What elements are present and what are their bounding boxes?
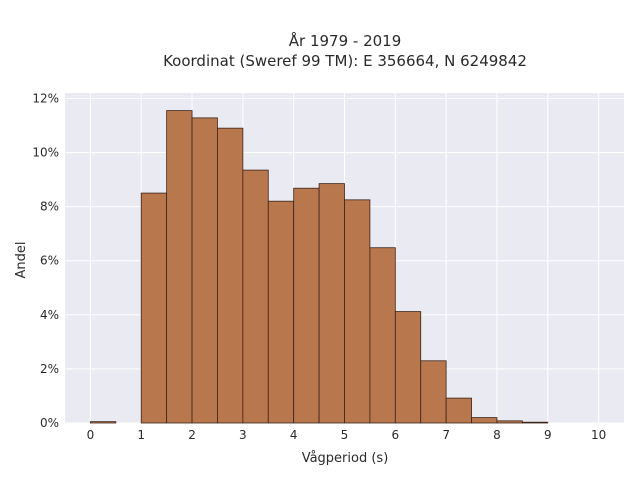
y-tick-label: 12% [32,91,59,105]
histogram-bar [90,421,117,424]
histogram-bar [166,110,193,424]
x-tick-label: 5 [341,428,349,442]
histogram-bar [344,199,371,424]
histogram-bar [471,417,498,424]
y-tick-labels: 0% 2% 4% 6% 8% 10% 12% [32,91,59,430]
histogram-bar [191,117,218,424]
chart-title-line1: År 1979 - 2019 [289,31,402,50]
x-tick-label: 3 [239,428,247,442]
y-tick-label: 6% [40,254,59,268]
x-tick-label: 7 [442,428,450,442]
histogram-bar [140,192,168,424]
histogram-bar [394,311,422,424]
y-tick-label: 8% [40,200,59,214]
x-tick-label: 10 [591,428,606,442]
histogram-bar [293,187,320,424]
x-tick-label: 2 [188,428,196,442]
y-tick-label: 2% [40,362,59,376]
x-axis-label: Vågperiod (s) [302,451,389,466]
histogram-bar [496,420,523,424]
histogram-bar [267,200,295,424]
histogram-bar [521,421,549,424]
x-tick-label: 1 [137,428,145,442]
bars [90,110,549,424]
histogram-bar [318,183,345,424]
y-axis-label: Andel [14,242,29,279]
chart-title-line2: Koordinat (Sweref 99 TM): E 356664, N 62… [163,52,527,70]
histogram-bar [369,247,396,424]
histogram-bar [217,127,244,424]
x-tick-label: 0 [87,428,95,442]
histogram-bar [445,397,472,424]
histogram-bar [420,360,447,424]
x-tick-label: 8 [493,428,501,442]
x-tick-label: 6 [391,428,399,442]
y-tick-label: 0% [40,416,59,430]
x-tick-label: 4 [290,428,298,442]
x-tick-label: 9 [544,428,552,442]
y-tick-label: 10% [32,146,59,160]
y-tick-label: 4% [40,308,59,322]
x-tick-labels: 0 1 2 3 4 5 6 7 8 9 10 [87,428,607,442]
histogram-bar [242,169,269,424]
